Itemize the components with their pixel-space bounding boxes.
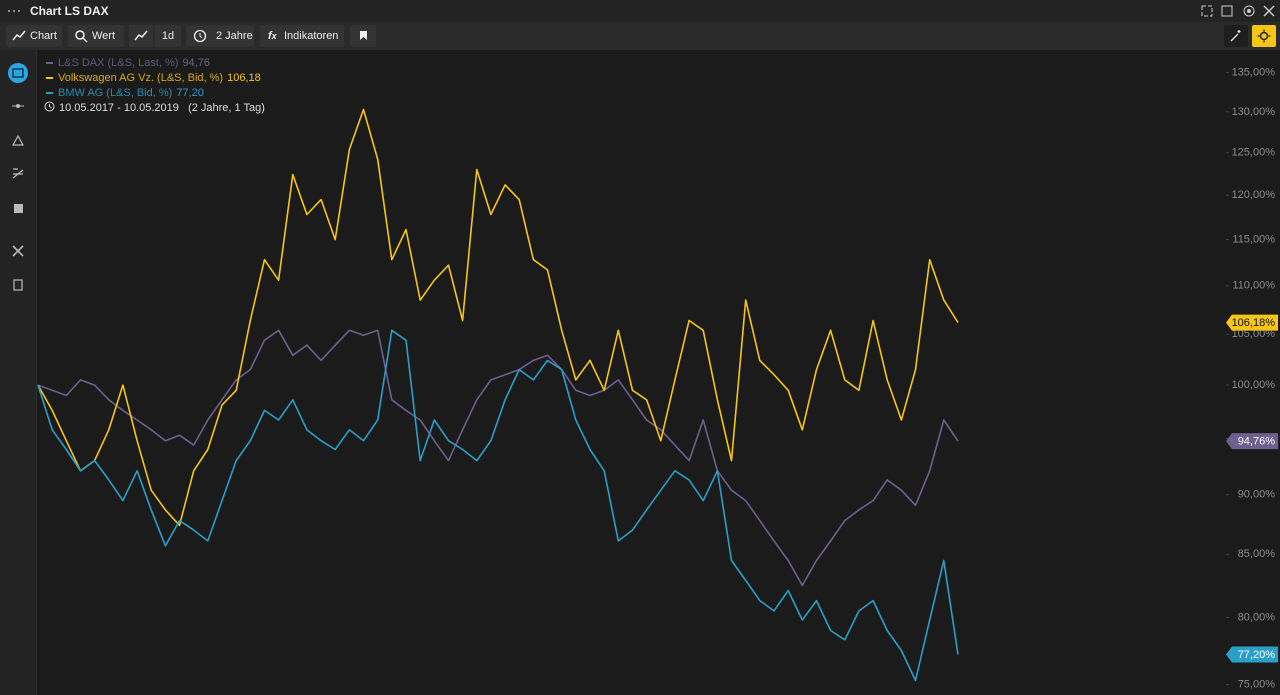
y-tick-label: 125,00% xyxy=(1232,147,1276,159)
window-title: Chart LS DAX xyxy=(30,4,109,18)
duration: (2 Jahre, 1 Tag) xyxy=(188,102,265,114)
y-tick-label: 90,00% xyxy=(1238,489,1276,501)
value-badge xyxy=(1226,314,1278,331)
theme-button[interactable] xyxy=(1252,25,1276,47)
y-tick-label: 85,00% xyxy=(1238,548,1276,560)
magic-button[interactable] xyxy=(1224,25,1248,47)
value-badge xyxy=(1226,646,1278,663)
legend-range: 10.05.2017 - 10.05.2019 (2 Jahre, 1 Tag) xyxy=(44,101,265,116)
legend-value: 106,18 xyxy=(227,72,261,84)
value-badge-label: 77,20% xyxy=(1238,649,1276,661)
menu-icon[interactable] xyxy=(6,0,26,22)
indicators-button[interactable]: fx Indikatoren xyxy=(260,25,344,47)
legend-value: 94,76 xyxy=(182,57,210,69)
tool-sidebar xyxy=(0,50,37,695)
legend-series: L&S DAX (L&S, Last, %) 94,76 Volkswagen AG… xyxy=(44,56,265,101)
button-label: Chart xyxy=(30,30,57,42)
period-button[interactable]: 2 Jahre xyxy=(186,25,254,47)
window-controls[interactable] xyxy=(1198,0,1278,22)
y-tick-label: 115,00% xyxy=(1232,233,1275,245)
button-label: Indikatoren xyxy=(284,30,339,42)
legend-entry[interactable]: Volkswagen AG Vz. (L&S, Bid, %) 106,18 xyxy=(44,71,265,86)
value-badge-label: 94,76% xyxy=(1238,436,1276,448)
legend-name: Volkswagen AG Vz. (L&S, Bid, %) xyxy=(58,72,224,84)
tool-icons[interactable] xyxy=(0,50,36,300)
legend-value: 77,20 xyxy=(176,87,204,99)
y-tick-label: 120,00% xyxy=(1232,189,1276,201)
legend: L&S DAX (L&S, Last, %) 94,76 Volkswagen AG… xyxy=(44,56,265,116)
y-tick-label: 130,00% xyxy=(1232,106,1276,118)
date-range: 10.05.2017 - 10.05.2019 xyxy=(59,102,179,114)
series-line xyxy=(37,108,959,527)
series-line xyxy=(37,329,959,587)
y-tick-label: 80,00% xyxy=(1238,611,1276,623)
button-label: Wert xyxy=(92,30,116,42)
bookmark-button[interactable] xyxy=(350,25,376,47)
legend-name: BMW AG (L&S, Bid, %) xyxy=(58,87,173,99)
chart-type-button[interactable]: Chart xyxy=(6,25,62,47)
y-tick-label: 110,00% xyxy=(1232,280,1275,292)
title-bar: Chart LS DAX xyxy=(0,0,1280,22)
button-label: 2 Jahre xyxy=(216,30,253,42)
toolbar: Chart Wert 1d 2 Jahre fx Indikatoren xyxy=(0,22,1280,50)
legend-entry[interactable]: BMW AG (L&S, Bid, %) 77,20 xyxy=(44,86,265,101)
y-tick-label: 105,00% xyxy=(1232,328,1276,340)
y-tick-label: 75,00% xyxy=(1238,679,1276,691)
value-badge xyxy=(1226,433,1278,450)
legend-entry[interactable]: L&S DAX (L&S, Last, %) 94,76 xyxy=(44,56,265,71)
y-tick-label: 135,00% xyxy=(1232,66,1276,78)
line-style-button[interactable] xyxy=(129,25,153,47)
value-badge-label: 106,18% xyxy=(1232,317,1276,329)
value-button[interactable]: Wert xyxy=(68,25,124,47)
legend-name: L&S DAX (L&S, Last, %) xyxy=(58,57,179,69)
y-tick-label: 100,00% xyxy=(1232,379,1276,391)
series-line xyxy=(37,329,959,682)
interval-button[interactable]: 1d xyxy=(155,25,181,47)
